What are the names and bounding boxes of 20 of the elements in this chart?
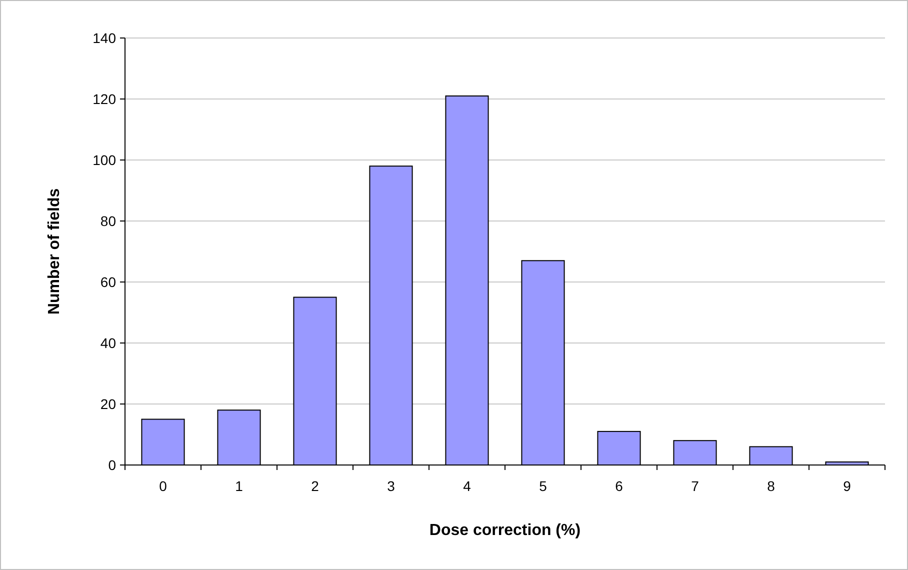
y-tick-label: 100 — [92, 152, 116, 168]
y-tick-label: 80 — [100, 212, 116, 229]
x-tick-label: 0 — [159, 478, 168, 494]
x-tick-label: 6 — [615, 478, 624, 494]
y-tick-label: 20 — [100, 396, 116, 412]
x-tick-label: 3 — [387, 478, 396, 494]
x-tick-label: 7 — [691, 478, 700, 494]
y-tick-label: 60 — [100, 274, 116, 290]
x-axis-title: Dose correction (%) — [429, 522, 581, 539]
x-tick-label: 5 — [539, 478, 548, 494]
x-tick-label: 8 — [767, 478, 776, 494]
x-tick-label: 2 — [311, 478, 320, 494]
x-tick-label: 1 — [235, 478, 244, 494]
x-tick-label: 9 — [843, 478, 852, 494]
y-tick-label: 120 — [92, 90, 116, 107]
y-tick-label: 140 — [92, 30, 116, 46]
x-tick-label: 4 — [463, 478, 472, 494]
y-axis-title: Number of fields — [46, 188, 63, 315]
y-tick-label: 0 — [108, 456, 116, 473]
y-tick-label: 40 — [100, 334, 116, 351]
